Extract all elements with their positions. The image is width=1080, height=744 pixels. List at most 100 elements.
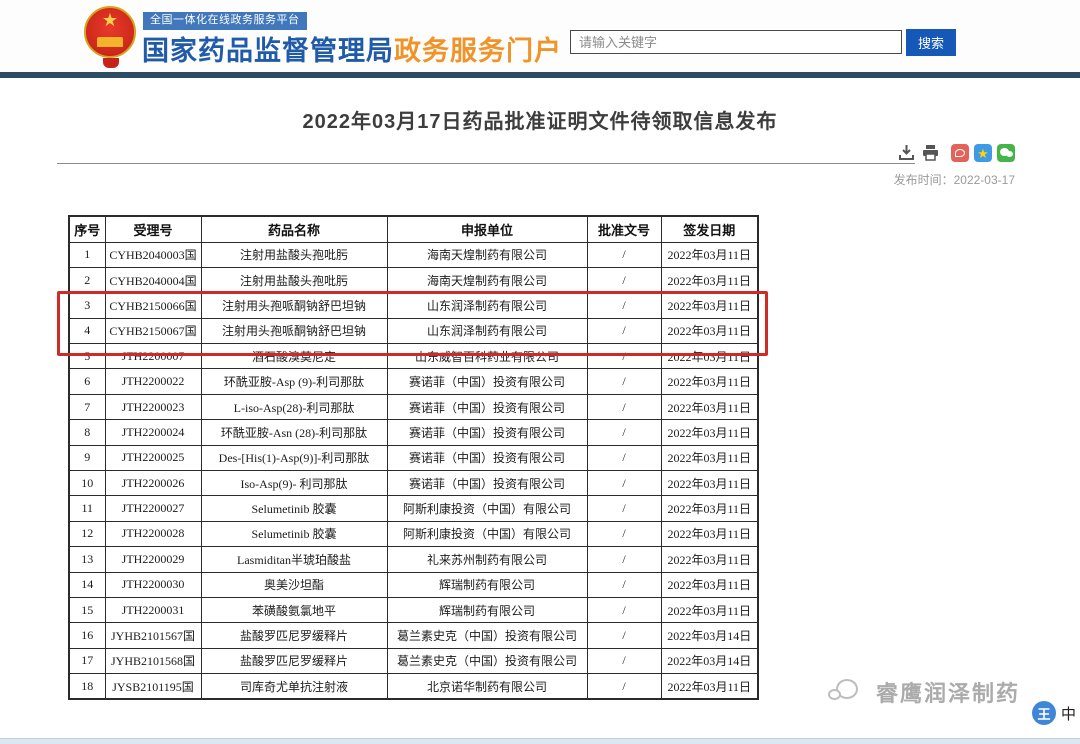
table-cell: JTH2200023	[104, 393, 202, 421]
table-cell: 14	[68, 571, 106, 598]
table-cell: JTH2200027	[104, 495, 202, 522]
chat-bubbles-icon	[828, 677, 868, 707]
qzone-share-icon[interactable]: ★	[974, 144, 992, 162]
table-cell: /	[586, 622, 662, 649]
table-cell: JTH2200007	[104, 343, 202, 370]
table-cell: 17	[68, 647, 106, 675]
site-title: 国家药品监督管理局政务服务门户	[142, 29, 562, 68]
header-divider-bar	[0, 72, 1080, 78]
title-divider	[57, 163, 915, 164]
table-cell: 赛诺菲（中国）投资有限公司	[386, 444, 588, 472]
table-cell: /	[586, 495, 662, 522]
table-cell: /	[586, 292, 662, 319]
page-title: 2022年03月17日药品批准证明文件待领取信息发布	[302, 111, 778, 133]
table-cell: 2022年03月11日	[660, 419, 759, 446]
table-row: 14 JTH2200030 奥美沙坦酯 辉瑞制药有限公司/2022年03月11日	[68, 571, 759, 598]
ime-circle-button[interactable]: 王	[1032, 701, 1056, 725]
table-cell: Selumetinib 胶囊	[200, 520, 388, 548]
table-cell: /	[586, 571, 662, 598]
table-cell: 5	[68, 343, 106, 370]
table-cell: 环酰亚胺-Asp (9)-利司那肽	[200, 368, 388, 395]
article-toolbar: ★	[897, 144, 1015, 162]
table-cell: /	[586, 266, 662, 294]
table-header-row: 序号 受理号 药品名称 申报单位 批准文号 签发日期	[68, 215, 759, 243]
table-cell: Selumetinib 胶囊	[200, 495, 388, 522]
table-cell: 2022年03月11日	[660, 241, 759, 268]
table-cell: 注射用头孢哌酮钠舒巴坦钠	[200, 317, 388, 345]
table-cell: 2022年03月11日	[660, 444, 759, 472]
column-header: 申报单位	[386, 215, 588, 243]
table-cell: 注射用盐酸头孢吡肟	[200, 241, 388, 268]
table-cell: CYHB2040003国	[104, 241, 202, 268]
table-cell: /	[586, 470, 662, 497]
table-cell: 司库奇尤单抗注射液	[200, 673, 388, 700]
table-cell: JTH2200026	[104, 470, 202, 497]
table-cell: JTH2200022	[104, 368, 202, 395]
table-cell: 2022年03月11日	[660, 673, 759, 700]
table-row: 1 CYHB2040003国 注射用盐酸头孢吡肟 海南天煌制药有限公司/2022年03…	[68, 241, 759, 268]
table-container: 序号 受理号 药品名称 申报单位 批准文号 签发日期 1 CYHB2040003国 注射用盐酸…	[57, 215, 768, 701]
ime-widget: 王 中	[1032, 701, 1076, 725]
table-cell: 2022年03月11日	[660, 546, 759, 573]
table-cell: Iso-Asp(9)- 利司那肽	[200, 470, 388, 497]
table-row: 6 JTH2200022 环酰亚胺-Asp (9)-利司那肽 赛诺菲（中国）投资有限公…	[68, 368, 759, 395]
table-cell: 海南天煌制药有限公司	[386, 266, 588, 294]
table-cell: JYHB2101567国	[104, 622, 202, 649]
table-cell: 18	[68, 673, 106, 700]
download-icon[interactable]	[897, 144, 916, 162]
table-cell: /	[586, 444, 662, 472]
table-cell: JTH2200025	[104, 444, 202, 472]
table-cell: 2	[68, 266, 106, 294]
table-cell: 2022年03月11日	[660, 368, 759, 395]
table-cell: 2022年03月11日	[660, 495, 759, 522]
table-cell: 2022年03月11日	[660, 343, 759, 370]
table-row: 15 JTH2200031 苯磺酸氨氯地平 辉瑞制药有限公司/2022年03月11日	[68, 596, 759, 624]
table-cell: 2022年03月14日	[660, 647, 759, 675]
table-cell: 6	[68, 368, 106, 395]
table-cell: JTH2200024	[104, 419, 202, 446]
table-cell: /	[586, 419, 662, 446]
wechat-share-icon[interactable]	[997, 144, 1015, 162]
table-cell: 8	[68, 419, 106, 446]
national-emblem-logo: ★	[84, 6, 138, 68]
print-icon[interactable]	[921, 144, 940, 162]
table-cell: 注射用盐酸头孢吡肟	[200, 266, 388, 294]
table-cell: 葛兰素史克（中国）投资有限公司	[386, 647, 588, 675]
table-cell: 辉瑞制药有限公司	[386, 596, 588, 624]
search-button[interactable]: 搜索	[906, 29, 956, 56]
table-cell: 2022年03月11日	[660, 520, 759, 548]
table-row: 12 JTH2200028 Selumetinib 胶囊 阿斯利康投资（中国）有限公司…	[68, 520, 759, 548]
table-cell: /	[586, 546, 662, 573]
table-cell: CYHB2040004国	[104, 266, 202, 294]
publish-label: 发布时间：	[893, 173, 954, 187]
table-cell: 山东润泽制药有限公司	[386, 317, 588, 345]
table-cell: 环酰亚胺-Asn (28)-利司那肽	[200, 419, 388, 446]
table-cell: 2022年03月14日	[660, 622, 759, 649]
table-cell: JTH2200029	[104, 546, 202, 573]
publish-date: 2022-03-17	[953, 173, 1015, 187]
search-input[interactable]	[570, 30, 902, 54]
table-cell: 2022年03月11日	[660, 596, 759, 624]
weibo-share-icon[interactable]	[951, 144, 969, 162]
emblem-ribbon	[103, 58, 119, 68]
table-cell: /	[586, 317, 662, 345]
table-cell: 北京诺华制药有限公司	[386, 673, 588, 700]
table-cell: 酒石酸溴莫尼定	[200, 343, 388, 370]
table-cell: Des-[His(1)-Asp(9)]-利司那肽	[200, 444, 388, 472]
table-cell: 4	[68, 317, 106, 345]
table-row: 10 JTH2200026 Iso-Asp(9)- 利司那肽 赛诺菲（中国）投资有限公…	[68, 470, 759, 497]
table-cell: 15	[68, 596, 106, 624]
table-cell: 赛诺菲（中国）投资有限公司	[386, 368, 588, 395]
table-cell: /	[586, 520, 662, 548]
platform-badge: 全国一体化在线政务服务平台	[143, 12, 307, 30]
table-cell: 葛兰素史克（中国）投资有限公司	[386, 622, 588, 649]
table-cell: 山东润泽制药有限公司	[386, 292, 588, 319]
table-cell: 12	[68, 520, 106, 548]
table-row: 13 JTH2200029 Lasmiditan半琥珀酸盐 礼来苏州制药有限公司/20…	[68, 546, 759, 573]
watermark-text: 睿鹰润泽制药	[876, 681, 1021, 706]
table-cell: 苯磺酸氨氯地平	[200, 596, 388, 624]
table-cell: JYSB2101195国	[104, 673, 202, 700]
table-cell: 7	[68, 393, 106, 421]
table-cell: 2022年03月11日	[660, 317, 759, 345]
table-cell: 2022年03月11日	[660, 266, 759, 294]
